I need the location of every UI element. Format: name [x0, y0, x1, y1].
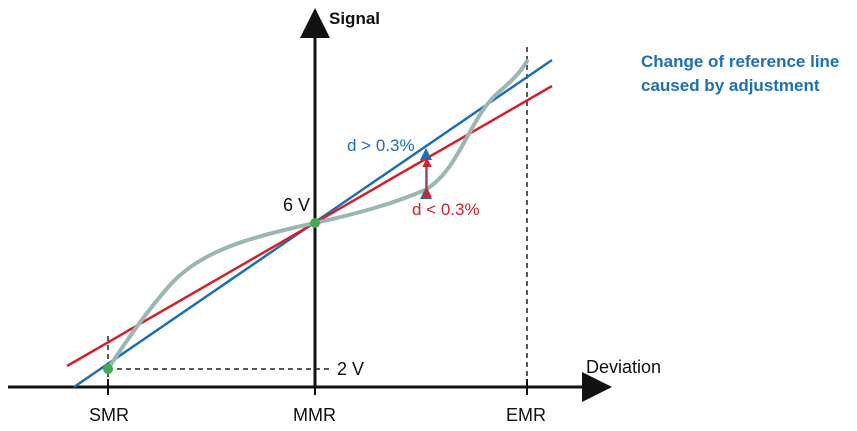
lower-calibration-point — [103, 364, 113, 374]
d-less-label: d < 0.3% — [412, 200, 480, 219]
mmr-tick-label: MMR — [293, 405, 336, 425]
mid-calibration-point — [310, 218, 320, 228]
smr-tick-label: SMR — [89, 405, 129, 425]
d-greater-label: d > 0.3% — [347, 136, 415, 155]
signal-curve — [106, 59, 529, 371]
lower-signal-label: 2 V — [337, 359, 364, 379]
title-line-1: Change of reference line — [641, 52, 840, 71]
signal-axis-label: Signal — [329, 9, 380, 28]
upper-signal-label: 6 V — [283, 195, 310, 215]
emr-tick-label: EMR — [506, 405, 546, 425]
deviation-axis-label: Deviation — [586, 357, 661, 377]
title-line-2: caused by adjustment — [641, 76, 820, 95]
title-block: Change of reference line caused by adjus… — [641, 50, 851, 98]
